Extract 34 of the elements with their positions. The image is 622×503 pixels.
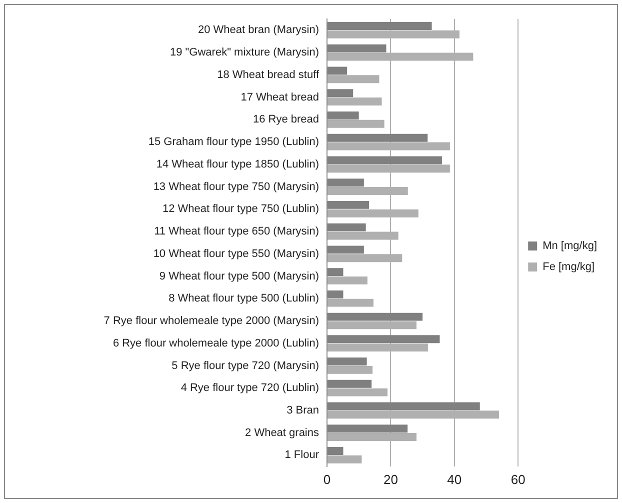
y-tick-label: 3 Bran [286,404,319,417]
y-tick-label: 5 Rye flour type 720 (Marysin) [172,360,319,372]
x-tick-label: 20 [383,472,398,487]
bar [328,75,380,84]
y-tick-label: 9 Wheat flour type 500 (Marysin) [159,270,319,282]
y-tick-label: 18 Wheat bread stuff [217,68,320,81]
bar [328,298,374,307]
bar [328,366,373,374]
y-tick-label: 17 Wheat bread [240,91,319,104]
y-tick-label: 14 Wheat flour type 1850 (Lublin) [156,158,319,170]
y-tick-label: 15 Graham flour type 1950 (Lublin) [148,136,319,148]
y-tick-label: 16 Rye bread [252,114,319,126]
bar [328,388,388,396]
legend-label: Mn [mg/kg] [542,240,597,252]
legend-label: Fe [mg/kg] [542,261,595,274]
x-tick-label: 60 [510,472,526,487]
y-tick-label: 4 Rye flour type 720 (Lublin) [180,382,319,394]
y-tick-label: 13 Wheat flour type 750 (Marysin) [153,180,319,193]
y-tick-label: 1 Flour [284,449,320,462]
x-tick-label: 0 [323,472,331,487]
y-tick-label: 10 Wheat flour type 550 (Marysin) [153,248,319,260]
bar [328,276,368,284]
bar [328,98,382,106]
y-tick-label: 2 Wheat grains [245,426,320,439]
bar [328,120,384,128]
y-tick-label: 6 Rye flour wholemeale type 2000 (Lublin) [112,337,319,350]
y-tick-label: 12 Wheat flour type 750 (Lublin) [162,203,319,216]
x-tick-label: 40 [447,472,462,487]
y-tick-label: 7 Rye flour wholemeale type 2000 (Marysin) [104,315,319,328]
y-tick-label: 20 Wheat bran (Marysin) [198,24,319,36]
y-tick-label: 8 Wheat flour type 500 (Lublin) [168,292,319,305]
y-tick-label: 11 Wheat flour type 650 (Marysin) [154,226,319,238]
bar [328,455,362,464]
y-tick-label: 19 "Gwarek" mixture (Marysin) [170,46,319,59]
